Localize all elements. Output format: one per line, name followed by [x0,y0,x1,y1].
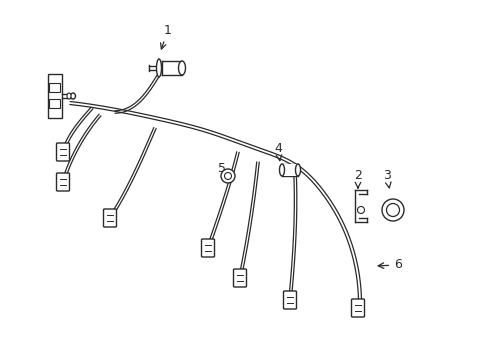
FancyBboxPatch shape [234,269,246,287]
Bar [355,190,367,222]
Text: 6: 6 [378,258,402,271]
Text: 4: 4 [274,141,282,161]
FancyBboxPatch shape [201,239,215,257]
Text: 3: 3 [383,168,391,188]
Circle shape [221,169,235,183]
Circle shape [358,207,365,213]
FancyBboxPatch shape [48,74,62,118]
Circle shape [387,203,399,216]
Ellipse shape [71,93,75,99]
FancyBboxPatch shape [284,291,296,309]
Ellipse shape [295,164,300,176]
Ellipse shape [156,59,162,77]
Text: 5: 5 [218,162,227,178]
FancyBboxPatch shape [351,299,365,317]
FancyBboxPatch shape [103,209,117,227]
Ellipse shape [279,164,285,176]
Circle shape [382,199,404,221]
Ellipse shape [67,93,71,99]
FancyBboxPatch shape [56,173,70,191]
FancyBboxPatch shape [56,143,70,161]
FancyBboxPatch shape [49,84,60,93]
Ellipse shape [178,61,186,75]
Bar [282,164,298,176]
Text: 1: 1 [161,23,172,49]
Circle shape [224,172,231,180]
FancyBboxPatch shape [49,99,60,108]
Text: 2: 2 [354,168,362,188]
